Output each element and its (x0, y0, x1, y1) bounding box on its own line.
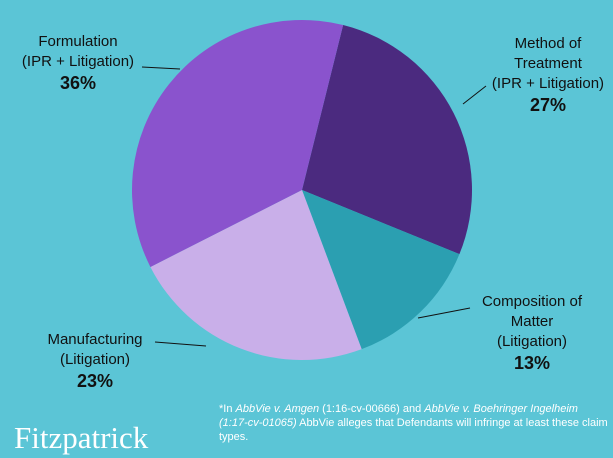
category-label: Formulation (38, 33, 118, 50)
slice-label: Method of Treatment (IPR + Litigation) 27% (488, 34, 608, 116)
slice-label: Composition of Matter (Litigation) 13% (462, 292, 602, 374)
leader-line (462, 85, 487, 105)
slice-label: Manufacturing (Litigation) 23% (30, 330, 160, 392)
leader-line (154, 341, 207, 347)
pie-slice (132, 20, 344, 267)
footnote-part: AbbVie v. Amgen (235, 403, 320, 415)
value-label: 27% (529, 95, 567, 115)
footnote-part: *In (219, 403, 236, 415)
slice-label: Formulation (IPR + Litigation) 36% (8, 32, 148, 94)
footnote-part: AbbVie v. Boehringer Ingelheim (1:17-cv-… (219, 403, 578, 429)
value-label: 23% (76, 371, 114, 391)
footnote-part: AbbVie alleges that Defendants will infr… (219, 417, 608, 443)
pie-slice (150, 190, 362, 360)
category-label: Manufacturing (47, 331, 143, 348)
leader-line (417, 307, 471, 319)
sublabel: (Litigation) (496, 333, 568, 350)
footnote-part: (1:16-cv-00666) and (319, 403, 425, 415)
sublabel: (IPR + Litigation) (491, 75, 605, 92)
pie-slice (302, 190, 460, 350)
footnote: *In AbbVie v. Amgen (1:16-cv-00666) and … (219, 402, 609, 444)
category-label: Method of Treatment (514, 35, 582, 72)
logo: Fitzpatrick (14, 420, 149, 455)
value-label: 36% (59, 73, 97, 93)
sublabel: (Litigation) (59, 351, 131, 368)
pie-slice (302, 25, 472, 255)
category-label: Composition of Matter (481, 293, 583, 330)
sublabel: (IPR + Litigation) (21, 53, 135, 70)
leader-line (141, 66, 181, 70)
value-label: 13% (513, 353, 551, 373)
